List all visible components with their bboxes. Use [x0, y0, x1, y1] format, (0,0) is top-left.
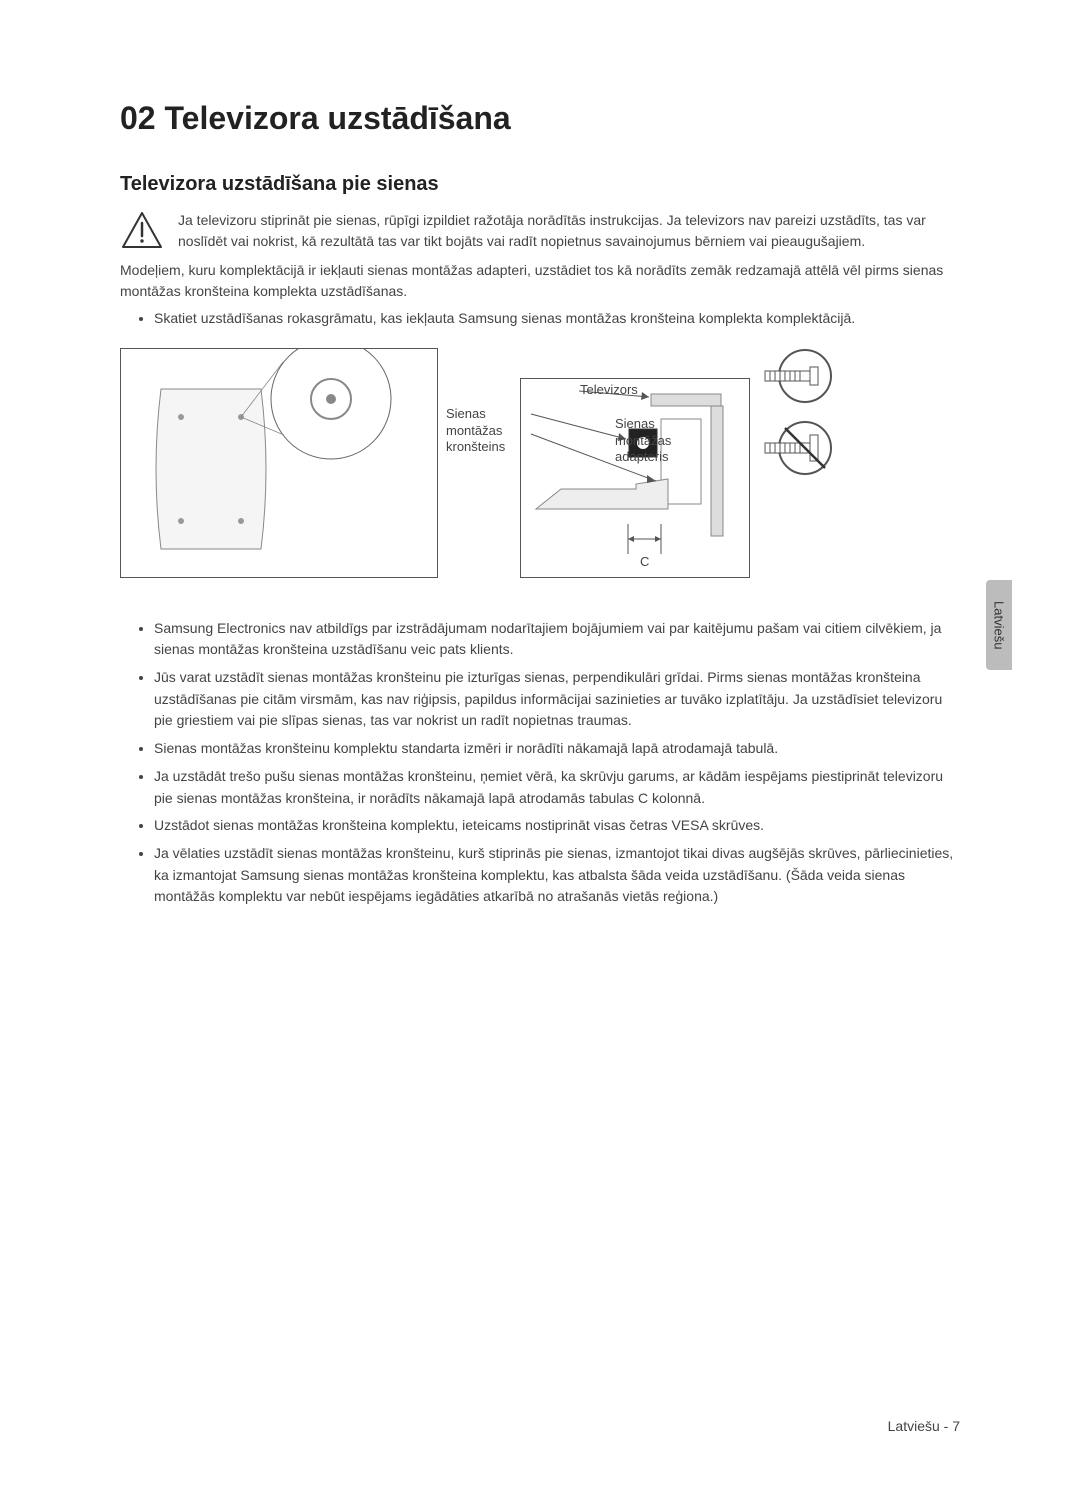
diagram-panel-middle	[520, 378, 750, 578]
body-paragraph: Modeļiem, kuru komplektācijā ir iekļauti…	[120, 260, 960, 302]
bullet-list-intro: Skatiet uzstādīšanas rokasgrāmatu, kas i…	[154, 308, 960, 330]
wall-mount-diagram: Sienas montāžas kronšteins Televizors Si…	[120, 348, 960, 578]
bullet-list-main: Samsung Electronics nav atbildīgs par iz…	[154, 618, 960, 908]
bullet-item: Samsung Electronics nav atbildīgs par iz…	[154, 618, 960, 661]
diagram-panel-right	[755, 348, 855, 478]
warning-icon	[120, 210, 164, 250]
main-title: 02 Televizora uzstādīšana	[120, 100, 960, 137]
bullet-item: Ja uzstādāt trešo pušu sienas montāžas k…	[154, 766, 960, 809]
page-footer: Latviešu - 7	[888, 1418, 960, 1434]
diagram-label-c: C	[640, 554, 649, 571]
diagram-label-adapter: Sienas montāžas adapteris	[615, 416, 695, 467]
bullet-item: Uzstādot sienas montāžas kronšteina komp…	[154, 815, 960, 837]
warning-text: Ja televizoru stiprināt pie sienas, rūpī…	[178, 210, 960, 252]
language-tab: Latviešu	[986, 580, 1012, 670]
warning-block: Ja televizoru stiprināt pie sienas, rūpī…	[120, 210, 960, 252]
diagram-label-tv: Televizors	[580, 382, 638, 399]
bullet-item: Jūs varat uzstādīt sienas montāžas kronš…	[154, 667, 960, 732]
diagram-panel-left	[120, 348, 438, 578]
bullet-item: Skatiet uzstādīšanas rokasgrāmatu, kas i…	[154, 308, 960, 330]
sub-title: Televizora uzstādīšana pie sienas	[120, 173, 960, 196]
bullet-item: Sienas montāžas kronšteinu komplektu sta…	[154, 738, 960, 760]
bullet-item: Ja vēlaties uzstādīt sienas montāžas kro…	[154, 843, 960, 908]
language-tab-label: Latviešu	[992, 601, 1007, 649]
diagram-label-bracket: Sienas montāžas kronšteins	[446, 406, 526, 457]
